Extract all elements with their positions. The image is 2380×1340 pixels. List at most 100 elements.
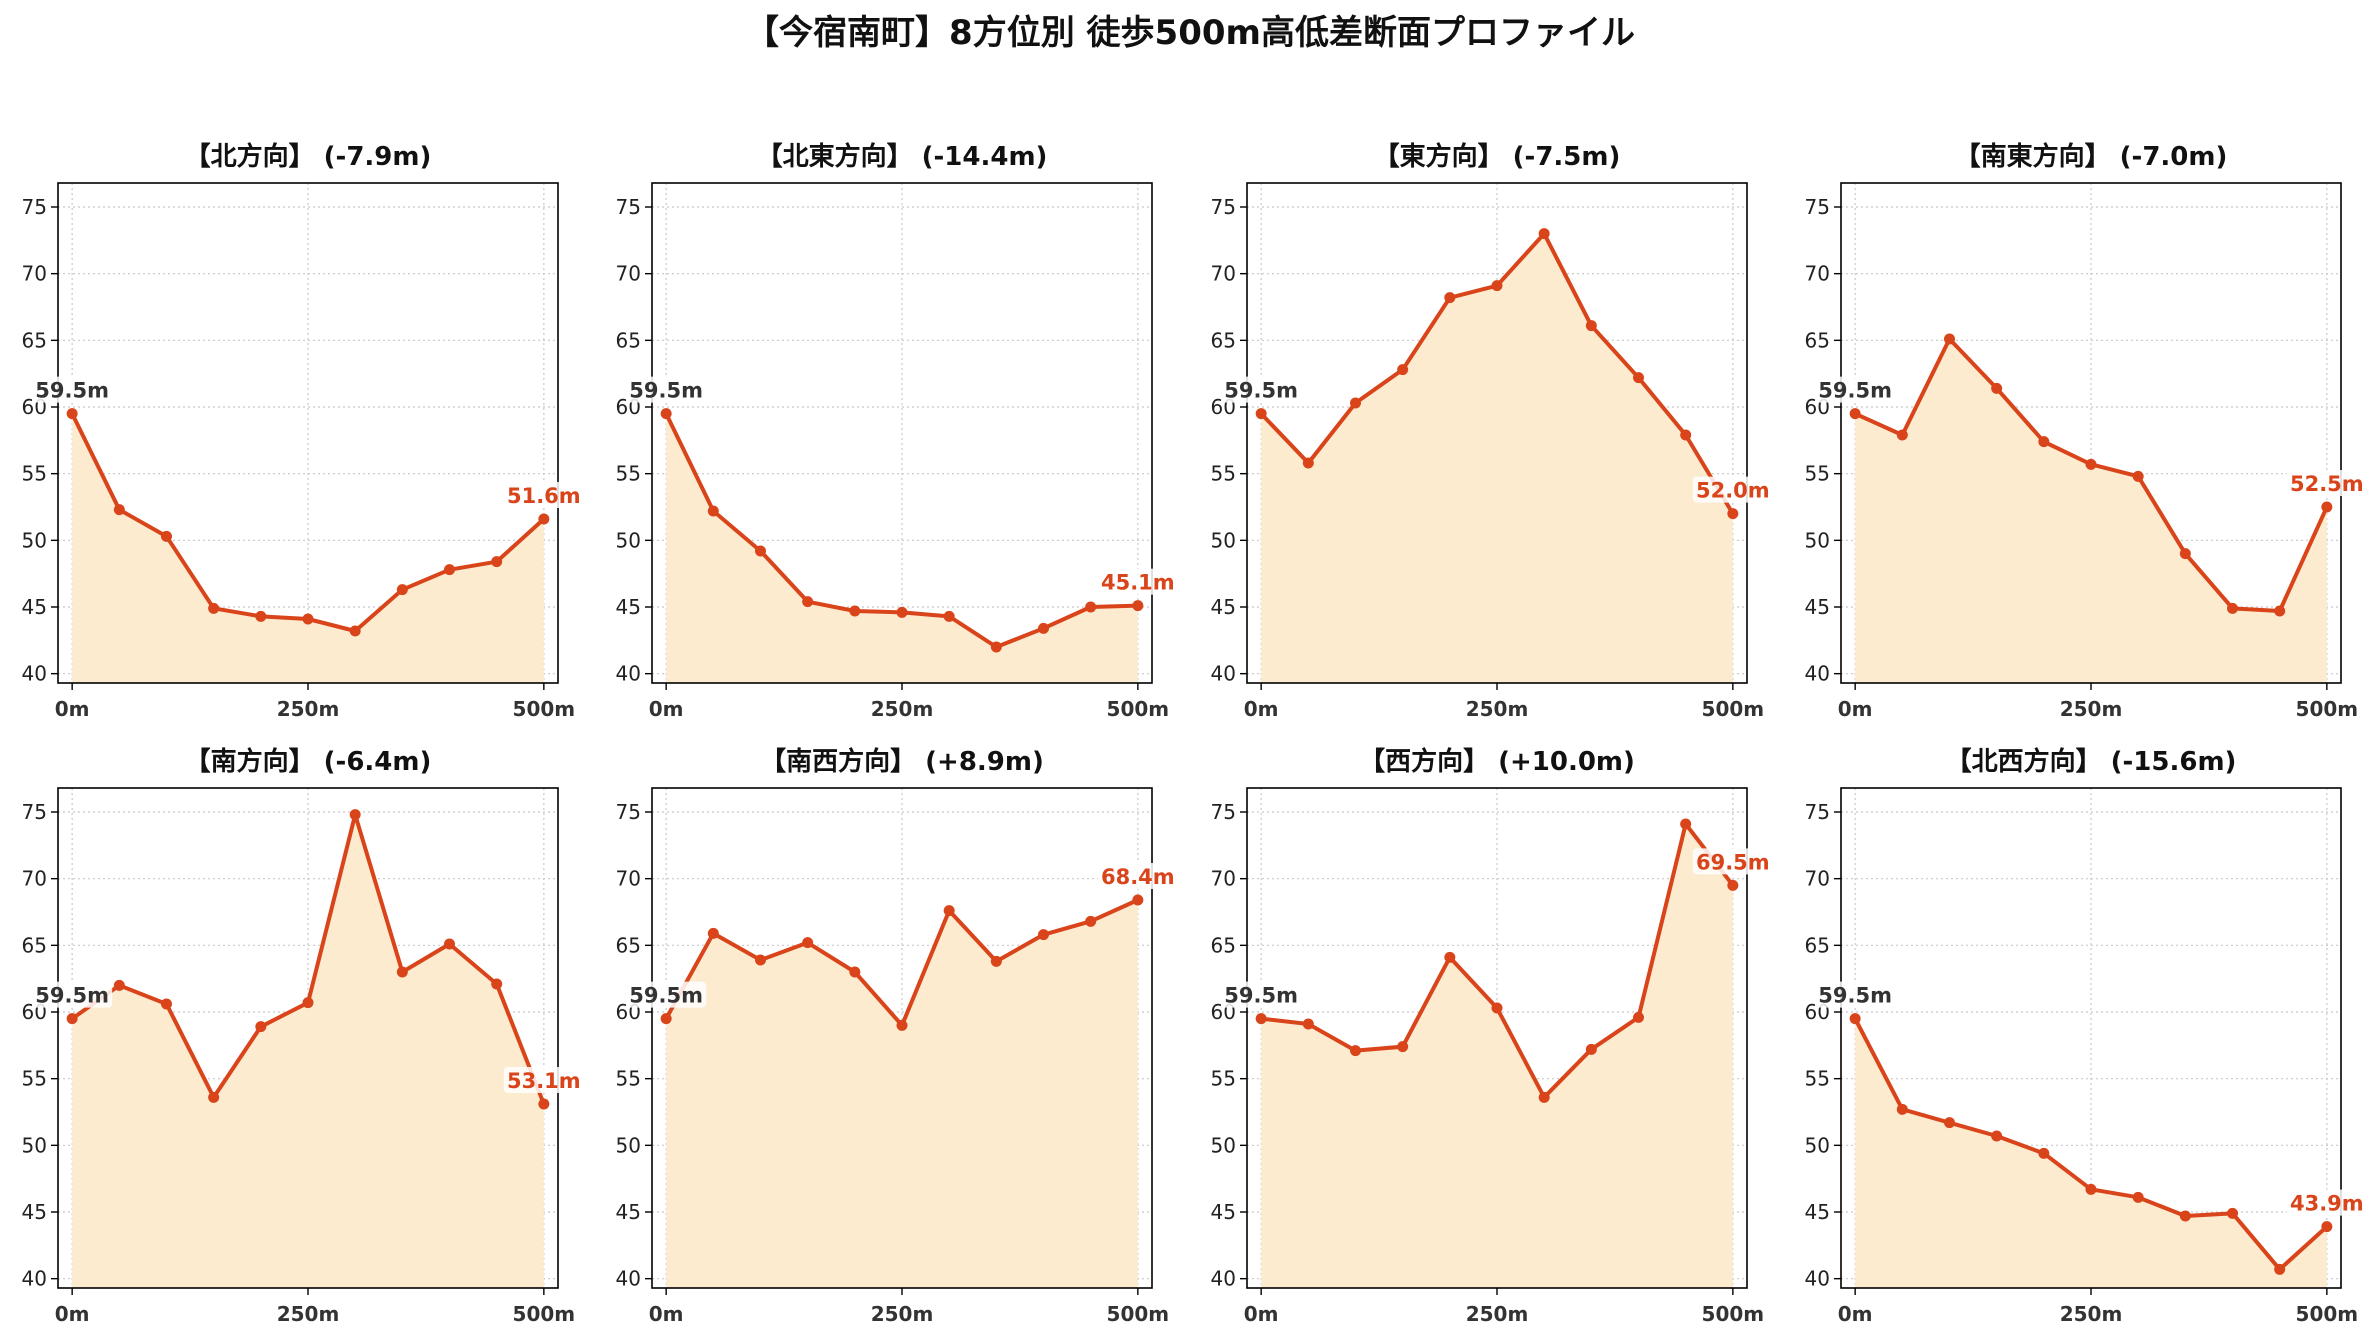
y-tick-label: 55	[1211, 462, 1236, 486]
data-point	[896, 606, 908, 618]
y-tick-label: 70	[616, 262, 641, 286]
start-value-label: 59.5m	[1224, 984, 1298, 1008]
y-tick-label: 40	[1211, 1267, 1236, 1291]
end-value-label: 52.5m	[2290, 472, 2364, 496]
start-label-bg	[32, 981, 113, 1008]
data-point	[660, 1013, 672, 1025]
end-label-bg	[1097, 568, 1178, 595]
y-tick-label: 40	[22, 662, 47, 686]
end-value-label: 45.1m	[1101, 571, 1175, 595]
y-tick-label: 45	[1805, 1200, 1830, 1224]
y-tick-label: 40	[616, 1267, 641, 1291]
end-label-bg	[2286, 1189, 2367, 1216]
start-value-label: 59.5m	[35, 379, 109, 403]
start-label-bg	[1815, 376, 1896, 403]
data-point	[2179, 1210, 2191, 1222]
y-tick-label: 50	[1211, 1133, 1236, 1157]
data-point	[491, 556, 503, 568]
data-point	[707, 505, 719, 517]
data-point	[2227, 1207, 2239, 1219]
x-tick-label: 0m	[1838, 697, 1873, 721]
x-tick-label: 0m	[1244, 1302, 1279, 1326]
data-point	[444, 564, 456, 576]
y-tick-label: 75	[616, 195, 641, 219]
x-tick-label: 500m	[1107, 697, 1170, 721]
data-point	[1444, 292, 1456, 304]
data-point	[66, 1013, 78, 1025]
end-label-bg	[503, 1067, 584, 1093]
x-tick-label: 250m	[277, 697, 340, 721]
data-point	[1085, 601, 1097, 613]
y-tick-label: 50	[22, 528, 47, 552]
x-tick-label: 500m	[1702, 697, 1765, 721]
data-point	[707, 927, 719, 939]
data-point	[943, 905, 955, 917]
x-tick-label: 0m	[55, 697, 90, 721]
y-tick-label: 45	[616, 1200, 641, 1224]
profile-area	[666, 413, 1138, 683]
y-tick-label: 70	[22, 262, 47, 286]
y-tick-label: 55	[1805, 462, 1830, 486]
data-point	[491, 978, 503, 990]
end-label-bg	[1692, 848, 1773, 875]
data-point	[1727, 508, 1739, 520]
data-point	[349, 809, 361, 821]
end-label-bg	[1097, 863, 1178, 889]
x-tick-label: 250m	[1466, 1302, 1529, 1326]
y-tick-label: 55	[1805, 1067, 1830, 1091]
y-tick-label: 50	[616, 528, 641, 552]
data-point	[1896, 429, 1908, 441]
y-tick-label: 75	[22, 195, 47, 219]
data-point	[396, 966, 408, 978]
y-tick-label: 45	[1211, 1200, 1236, 1224]
data-point	[1849, 408, 1861, 420]
data-point	[1302, 457, 1314, 469]
end-value-label: 69.5m	[1696, 850, 1770, 874]
data-point	[2179, 548, 2191, 560]
data-point	[1255, 408, 1267, 420]
data-point	[2038, 436, 2050, 448]
end-value-label: 43.9m	[2290, 1192, 2364, 1216]
data-point	[943, 610, 955, 622]
x-tick-label: 500m	[513, 1302, 576, 1326]
data-point	[302, 613, 314, 625]
y-tick-label: 75	[1211, 195, 1236, 219]
profile-area	[72, 413, 544, 683]
x-tick-label: 250m	[1466, 697, 1529, 721]
y-tick-label: 55	[616, 1067, 641, 1091]
x-tick-label: 500m	[1702, 1302, 1765, 1326]
start-label-bg	[32, 376, 113, 403]
y-tick-label: 65	[22, 933, 47, 957]
y-tick-label: 65	[1805, 933, 1830, 957]
data-point	[990, 641, 1002, 653]
data-point	[1302, 1018, 1314, 1030]
y-tick-label: 55	[1211, 1067, 1236, 1091]
data-point	[255, 610, 267, 622]
start-value-label: 59.5m	[35, 984, 109, 1008]
y-tick-label: 45	[616, 595, 641, 619]
data-point	[1943, 333, 1955, 345]
x-tick-label: 250m	[2060, 697, 2123, 721]
data-point	[2085, 1183, 2097, 1195]
data-point	[1585, 1043, 1597, 1055]
data-point	[2321, 1221, 2333, 1233]
y-tick-label: 70	[1211, 867, 1236, 891]
data-point	[160, 998, 172, 1010]
data-point	[1038, 622, 1050, 634]
y-tick-label: 50	[22, 1133, 47, 1157]
data-point	[2321, 501, 2333, 513]
y-tick-label: 55	[22, 1067, 47, 1091]
data-point	[849, 966, 861, 978]
start-value-label: 59.5m	[1818, 984, 1892, 1008]
x-tick-label: 250m	[871, 697, 934, 721]
profile-area	[1855, 1018, 2327, 1288]
x-tick-label: 500m	[2296, 697, 2359, 721]
chart-title: 【南東方向】 (-7.0m)	[1955, 141, 2228, 172]
data-point	[1444, 951, 1456, 963]
end-value-label: 51.6m	[507, 484, 581, 508]
end-value-label: 68.4m	[1101, 865, 1175, 889]
data-point	[1727, 879, 1739, 891]
